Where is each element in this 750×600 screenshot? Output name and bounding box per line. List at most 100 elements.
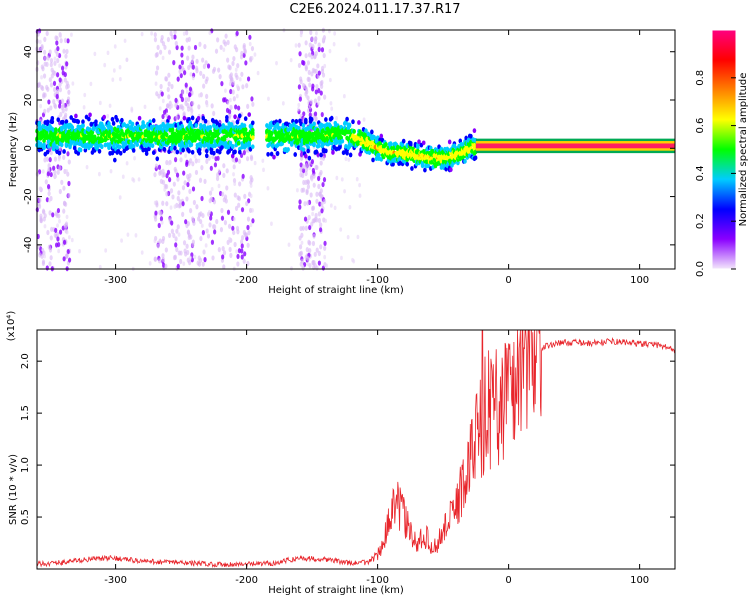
heatmap-speckle [140, 250, 144, 255]
heatmap-speckle [238, 77, 242, 82]
heatmap-speckle [222, 172, 226, 179]
heatmap-cell [242, 123, 247, 129]
heatmap-speckle [48, 49, 52, 55]
heatmap-speckle [229, 104, 233, 110]
heatmap-cell [142, 123, 147, 129]
heatmap-speckle [41, 169, 45, 174]
heatmap-cell [345, 150, 349, 156]
heatmap-speckle [304, 53, 308, 59]
heatmap-speckle [148, 261, 152, 266]
heatmap-speckle [188, 260, 192, 266]
heatmap-speckle [167, 49, 172, 55]
heatmap-speckle [235, 93, 239, 99]
heatmap-speckle [249, 222, 253, 228]
heatmap-speckle [321, 72, 326, 78]
heatmap-speckle [190, 58, 194, 64]
heatmap-speckle [317, 95, 321, 102]
heatmap-speckle [174, 236, 178, 242]
heatmap-speckle [161, 41, 166, 47]
heatmap-speckle [220, 215, 225, 221]
heatmap-speckle [164, 263, 168, 269]
heatmap-speckle [306, 179, 311, 185]
heatmap-cell [312, 121, 316, 127]
heatmap-cell [364, 128, 368, 134]
heatmap-cell [111, 121, 116, 126]
heatmap-speckle [210, 239, 215, 245]
heatmap-speckle [297, 102, 301, 108]
heatmap-speckle [241, 84, 245, 90]
heatmap-speckle [134, 233, 138, 238]
heatmap-speckle [323, 254, 327, 260]
heatmap-speckle [195, 58, 199, 64]
heatmap-speckle [57, 213, 61, 219]
heatmap-speckle [246, 103, 250, 109]
heatmap-cell [164, 132, 169, 138]
heatmap-speckle [249, 155, 254, 162]
heatmap-speckle [307, 69, 311, 76]
heatmap-speckle [82, 105, 86, 110]
heatmap-speckle [56, 223, 59, 228]
heatmap-cell [357, 120, 361, 125]
heatmap-speckle [49, 255, 53, 261]
heatmap-speckle [221, 245, 225, 252]
heatmap-speckle [232, 177, 237, 184]
heatmap-speckle [233, 241, 237, 248]
heatmap-cell [78, 147, 83, 153]
heatmap-speckle [47, 184, 51, 190]
heatmap-speckle [208, 30, 212, 36]
heatmap-cell [203, 118, 208, 124]
heatmap-cell [176, 125, 181, 131]
heatmap-speckle [245, 83, 249, 89]
heatmap-speckle [38, 197, 42, 203]
heatmap-speckle [251, 208, 254, 213]
heatmap-speckle [303, 216, 308, 222]
heatmap-cell [148, 119, 152, 125]
heatmap-speckle [166, 36, 171, 43]
heatmap-speckle [183, 180, 187, 186]
heatmap-speckle [154, 70, 159, 76]
heatmap-speckle [173, 29, 177, 35]
heatmap-speckle [133, 156, 136, 161]
heatmap-cell [324, 148, 328, 154]
heatmap-cell [352, 129, 356, 134]
heatmap-speckle [186, 55, 190, 61]
heatmap-speckle [179, 250, 183, 256]
heatmap-speckle [165, 103, 170, 109]
heatmap-cell [212, 150, 216, 156]
colorbar [711, 29, 737, 270]
heatmap-speckle [307, 76, 311, 83]
heatmap-speckle [217, 67, 221, 73]
heatmap-speckle [317, 88, 321, 94]
heatmap-cell [201, 115, 206, 121]
heatmap-speckle [169, 205, 173, 210]
heatmap-speckle [317, 175, 321, 182]
heatmap-speckle [153, 200, 157, 206]
heatmap-speckle [243, 49, 247, 55]
heatmap-cell [117, 144, 122, 150]
heatmap-speckle [185, 196, 189, 202]
heatmap-speckle [222, 47, 226, 52]
y-tick-label: 2.0 [20, 353, 31, 369]
heatmap-speckle [250, 45, 255, 52]
heatmap-speckle [301, 82, 306, 89]
heatmap-cell [72, 145, 77, 151]
heatmap-speckle [67, 192, 71, 199]
heatmap-speckle [171, 194, 175, 200]
heatmap-speckle [314, 36, 318, 42]
colorbar-tick-label: 0.2 [695, 213, 706, 229]
heatmap-speckle [246, 76, 251, 82]
heatmap-speckle [178, 64, 182, 70]
heatmap-speckle [308, 165, 312, 170]
heatmap-speckle [315, 191, 319, 197]
heatmap-cell [391, 161, 395, 167]
heatmap-speckle [304, 166, 309, 173]
heatmap-speckle [308, 247, 312, 254]
heatmap-speckle [216, 173, 219, 178]
heatmap-speckle [332, 42, 336, 47]
heatmap-speckle [312, 218, 316, 224]
heatmap-speckle [175, 246, 179, 253]
heatmap-speckle [209, 165, 213, 171]
heatmap-speckle [234, 67, 238, 72]
heatmap-cell [45, 149, 50, 155]
heatmap-speckle [178, 69, 182, 75]
